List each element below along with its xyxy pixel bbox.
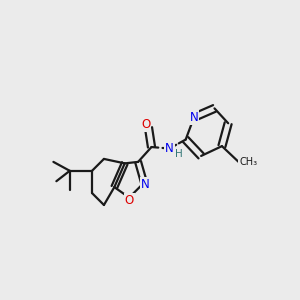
Text: N: N — [165, 142, 174, 155]
Text: N: N — [190, 111, 198, 124]
Text: H: H — [175, 149, 183, 159]
Text: CH₃: CH₃ — [239, 157, 257, 167]
Text: O: O — [124, 194, 134, 207]
Text: O: O — [141, 118, 150, 131]
Text: N: N — [141, 178, 150, 191]
